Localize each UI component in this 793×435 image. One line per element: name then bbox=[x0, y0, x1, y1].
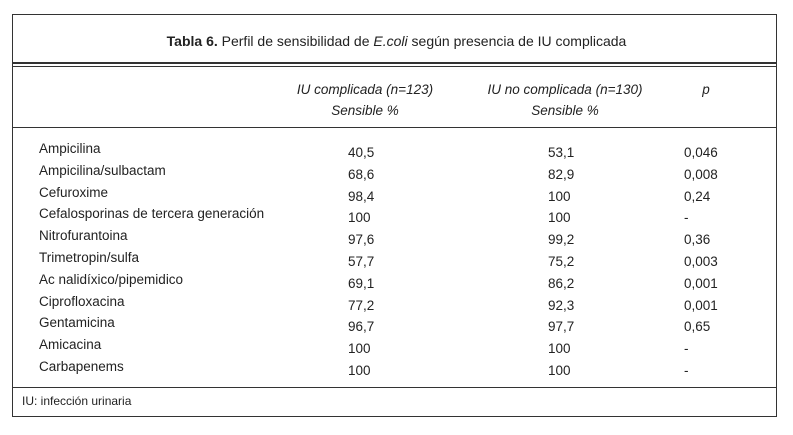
cell-value: 100 bbox=[348, 341, 371, 357]
cell-value: 100 bbox=[348, 363, 371, 378]
cell-value: 0,36 bbox=[684, 232, 711, 248]
row-label: Ampicilina/sulbactam bbox=[39, 162, 166, 178]
row-label: Carbapenems bbox=[39, 359, 124, 374]
cell-value: 0,001 bbox=[684, 297, 718, 313]
cell-value: 99,2 bbox=[548, 232, 575, 248]
cell-value: 96,7 bbox=[348, 319, 375, 335]
table-frame bbox=[12, 14, 777, 417]
table-title: Tabla 6. Perfil de sensibilidad de E.col… bbox=[0, 33, 793, 49]
cell-value: 0,65 bbox=[684, 319, 711, 335]
cell-value: 40,5 bbox=[348, 145, 375, 160]
row-label: Cefuroxime bbox=[39, 184, 109, 200]
cell-value: 100 bbox=[548, 341, 571, 357]
cell-value: 57,7 bbox=[348, 254, 375, 269]
row-label: Trimetropin/sulfa bbox=[39, 250, 140, 265]
rule bbox=[12, 66, 777, 67]
cell-value: 75,2 bbox=[548, 254, 575, 269]
cell-value: 82,9 bbox=[548, 166, 575, 182]
cell-value: 77,2 bbox=[348, 297, 375, 313]
row-label: Cefalosporinas de tercera generación bbox=[39, 206, 265, 222]
cell-value: - bbox=[684, 210, 689, 226]
row-label: Ac nalidíxico/pipemidico bbox=[39, 271, 184, 287]
cell-value: 0,046 bbox=[684, 145, 718, 160]
cell-value: 0,001 bbox=[684, 275, 718, 291]
header: Sensible % bbox=[331, 103, 399, 118]
cell-value: 53,1 bbox=[548, 145, 575, 160]
cell-value: 97,6 bbox=[348, 232, 375, 248]
header: IU no complicada (n=130) bbox=[487, 82, 643, 97]
title-label: Tabla 6. bbox=[166, 33, 218, 49]
cell-value: - bbox=[684, 363, 689, 378]
cell-value: 100 bbox=[548, 210, 571, 226]
cell-value: 0,003 bbox=[684, 254, 718, 269]
header: Sensible % bbox=[531, 103, 599, 118]
title-italic: E.coli bbox=[373, 33, 408, 49]
row-label: Amicacina bbox=[39, 337, 102, 353]
row-label: Ampicilina bbox=[39, 141, 101, 156]
cell-value: 100 bbox=[548, 363, 571, 378]
title-text: según presencia de IU complicada bbox=[411, 33, 627, 49]
cell-value: 68,6 bbox=[348, 166, 375, 182]
row-label: Nitrofurantoina bbox=[39, 228, 128, 244]
cell-value: 97,7 bbox=[548, 319, 575, 335]
cell-value: 92,3 bbox=[548, 297, 575, 313]
row-label: Ciprofloxacina bbox=[39, 293, 125, 309]
rule bbox=[12, 62, 777, 64]
header: p bbox=[702, 82, 710, 97]
rule bbox=[12, 127, 777, 128]
cell-value: 100 bbox=[348, 210, 371, 226]
header: IU complicada (n=123) bbox=[296, 82, 434, 97]
cell-value: 0,008 bbox=[684, 166, 718, 182]
row-label: Gentamicina bbox=[39, 315, 115, 331]
footnote: IU: infección urinaria bbox=[22, 394, 132, 408]
cell-value: 0,24 bbox=[684, 188, 711, 204]
cell-value: 69,1 bbox=[348, 275, 375, 291]
cell-value: - bbox=[684, 341, 689, 357]
cell-value: 98,4 bbox=[348, 188, 375, 204]
rule bbox=[12, 387, 777, 388]
title-text: Perfil de sensibilidad de bbox=[221, 33, 370, 49]
cell-value: 100 bbox=[548, 188, 571, 204]
cell-value: 86,2 bbox=[548, 275, 575, 291]
